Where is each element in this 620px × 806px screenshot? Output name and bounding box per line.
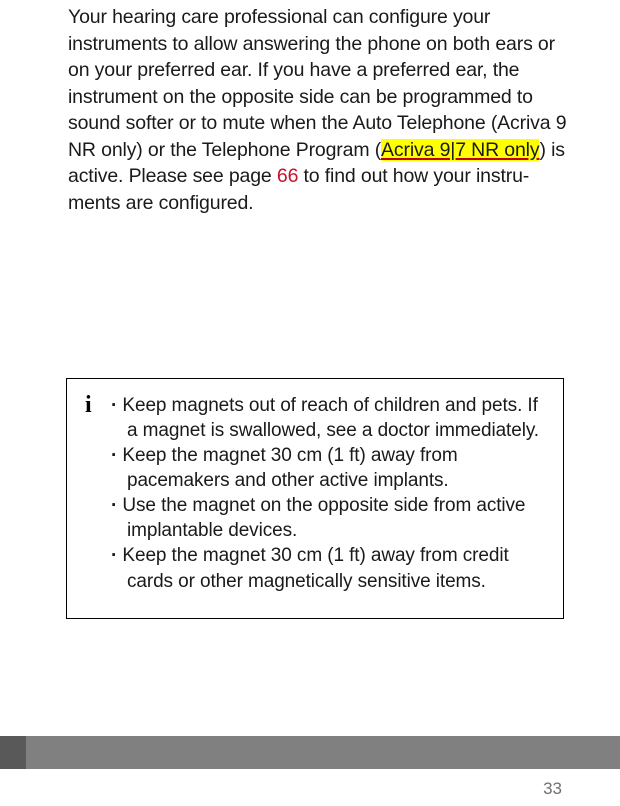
info-item: Keep the magnet 30 cm (1 ft) away from p… (111, 443, 545, 493)
footer-bar (0, 736, 620, 769)
page-number: 33 (543, 779, 562, 799)
info-item: Keep magnets out of reach of children an… (111, 393, 545, 443)
page-reference: 66 (277, 165, 298, 187)
info-item: Keep the magnet 30 cm (1 ft) away from c… (111, 543, 545, 593)
info-list: Keep magnets out of reach of children an… (107, 393, 545, 594)
info-row: i Keep magnets out of reach of children … (85, 393, 545, 594)
body-paragraph: Your hearing care professional can confi… (68, 4, 568, 216)
info-item: Use the magnet on the opposite side from… (111, 493, 545, 543)
footer-bar-dark (0, 736, 26, 769)
body-text-pre: Your hearing care professional can confi… (68, 6, 566, 161)
page: Your hearing care professional can confi… (0, 0, 620, 806)
highlighted-model: Acriva 9|7 NR only (381, 139, 539, 161)
info-box: i Keep magnets out of reach of children … (66, 378, 564, 619)
info-icon: i (85, 393, 107, 417)
